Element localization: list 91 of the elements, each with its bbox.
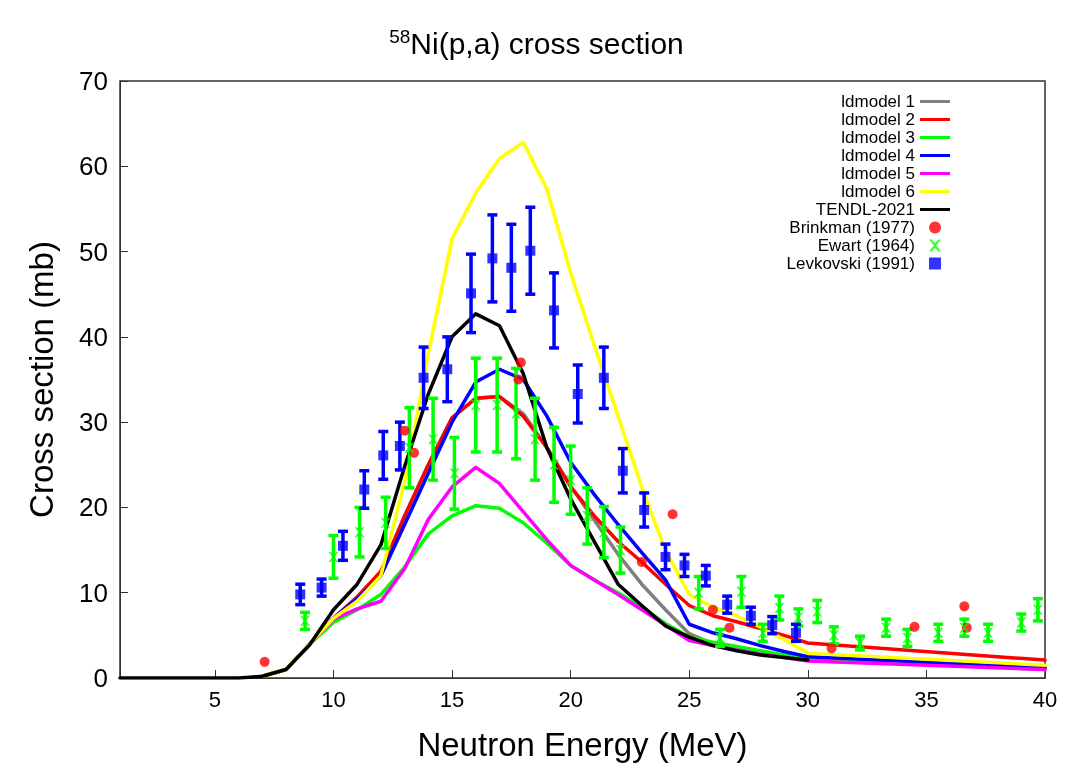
legend-label: ldmodel 3 [841,128,915,147]
point [549,459,560,470]
x-tick-label: 35 [914,686,939,712]
point [667,509,678,520]
point [328,551,339,562]
point [449,468,460,479]
y-tick-label: 0 [93,663,108,693]
point [511,408,522,419]
point [983,627,994,638]
legend-label: ldmodel 5 [841,164,915,183]
x-tick-label: 40 [1032,686,1058,712]
point [767,620,778,631]
point [724,622,735,633]
point [530,434,541,445]
legend-label: TENDL-2021 [815,200,915,219]
x-tick-label: 10 [321,686,346,712]
point [442,364,453,375]
point [959,601,970,612]
point [470,400,481,411]
point [715,632,726,643]
point [598,372,609,383]
point [812,606,823,617]
point [582,510,593,521]
point [295,589,306,600]
point [617,465,628,476]
point [418,372,429,383]
point [492,400,503,411]
point [774,603,785,614]
legend-label: Brinkman (1977) [789,218,915,237]
point [549,305,560,316]
legend-label: Levkovski (1991) [786,254,915,273]
point [337,540,348,551]
point [565,475,576,486]
point [1032,604,1043,615]
point [722,599,733,610]
x-tick-label: 30 [795,686,821,712]
legend-label: ldmodel 4 [841,146,915,165]
point [525,245,536,256]
point [700,570,711,581]
point [378,450,389,461]
legend-label: ldmodel 6 [841,182,915,201]
y-tick-label: 30 [79,407,108,438]
y-axis-title: Cross section (mb) [23,241,60,518]
point [259,656,270,667]
point [572,389,583,399]
point [909,621,920,632]
point [428,434,439,445]
y-tick-label: 60 [79,151,108,182]
point [736,586,747,597]
line-series [118,312,810,680]
legend-label: ldmodel 2 [841,110,915,129]
point [515,357,526,368]
point [693,587,704,598]
point [881,622,892,633]
point [300,615,310,626]
point [707,604,718,615]
point [757,627,768,638]
point [394,441,405,452]
point [660,551,671,562]
y-tick-label: 50 [79,236,108,267]
x-tick-label: 20 [558,686,583,712]
point [745,610,756,621]
point [513,374,524,385]
legend-label: Ewart (1964) [817,236,915,255]
point [636,557,647,568]
x-tick-label: 25 [676,686,702,712]
point [316,582,327,593]
point [487,253,498,264]
point [679,560,690,571]
x-axis-title: Neutron Energy (MeV) [417,726,748,763]
point [380,517,391,528]
point [615,545,626,556]
point [354,527,365,538]
point [828,630,839,641]
point [933,627,944,638]
point [902,632,913,643]
point [598,527,609,538]
point [359,484,370,495]
y-tick-label: 70 [79,66,108,96]
x-tick-label: 5 [208,686,221,712]
y-tick-label: 40 [79,321,108,352]
legend-label: ldmodel 1 [841,92,915,111]
point [466,288,477,299]
point [506,262,517,273]
point [399,425,410,436]
y-tick-label: 20 [79,492,108,523]
point [404,442,415,453]
x-tick-label: 15 [439,686,465,712]
point [1016,617,1027,628]
point [639,504,650,515]
y-tick-label: 10 [79,577,108,608]
